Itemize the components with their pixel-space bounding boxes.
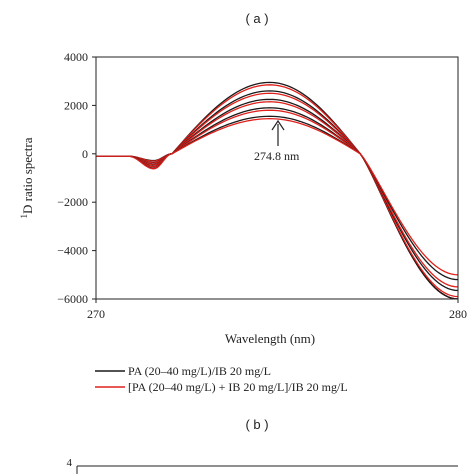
x-axis-title: Wavelength (nm) [225, 331, 315, 346]
annotation-arrow-head [271, 119, 285, 131]
plot-frame [95, 56, 459, 300]
series-line-3 [96, 90, 458, 299]
series-line-5 [96, 98, 458, 299]
y-tick-label: 4000 [64, 50, 88, 64]
series-line-6 [96, 101, 458, 298]
y-tick-label: −4000 [57, 244, 88, 258]
chart-b-y-tick-label: 4 [67, 457, 73, 469]
x-tick-label: 280 [449, 307, 467, 321]
peak-annotation: 274.8 nm [254, 119, 300, 163]
series-line-10 [96, 118, 458, 276]
series-line-4 [96, 92, 458, 299]
x-tick-label: 270 [87, 307, 105, 321]
legend-label-red: [PA (20–40 mg/L) + IB 20 mg/L]/IB 20 mg/… [128, 380, 348, 394]
series-line-7 [96, 107, 458, 292]
chart-a: 4000 2000 0 −2000 −4000 −6000 270 280 Waveleng… [19, 50, 467, 346]
y-axis-ticks: 4000 2000 0 −2000 −4000 −6000 [57, 50, 96, 306]
y-tick-label: 0 [82, 147, 88, 161]
chart-b-partial: 4 [67, 457, 458, 474]
y-axis-title: 1D ratio spectra [19, 137, 35, 218]
series-group [96, 81, 458, 299]
x-axis-ticks: 270 280 [87, 299, 467, 321]
legend-label-black: PA (20–40 mg/L)/IB 20 mg/L [128, 364, 271, 378]
legend: PA (20–40 mg/L)/IB 20 mg/L [PA (20–40 mg… [95, 364, 348, 394]
series-line-9 [96, 115, 458, 281]
series-line-8 [96, 109, 458, 288]
panel-b-label: ( b ) [245, 417, 268, 432]
y-axis-title-superscript: 1 [19, 214, 29, 219]
series-line-1 [96, 81, 458, 299]
y-tick-label: −6000 [57, 292, 88, 306]
annotation-label: 274.8 nm [254, 149, 300, 163]
y-axis-title-text: D ratio spectra [20, 137, 35, 214]
y-tick-label: 2000 [64, 98, 88, 112]
panel-a-label: ( a ) [245, 11, 268, 26]
y-tick-label: −2000 [57, 195, 88, 209]
